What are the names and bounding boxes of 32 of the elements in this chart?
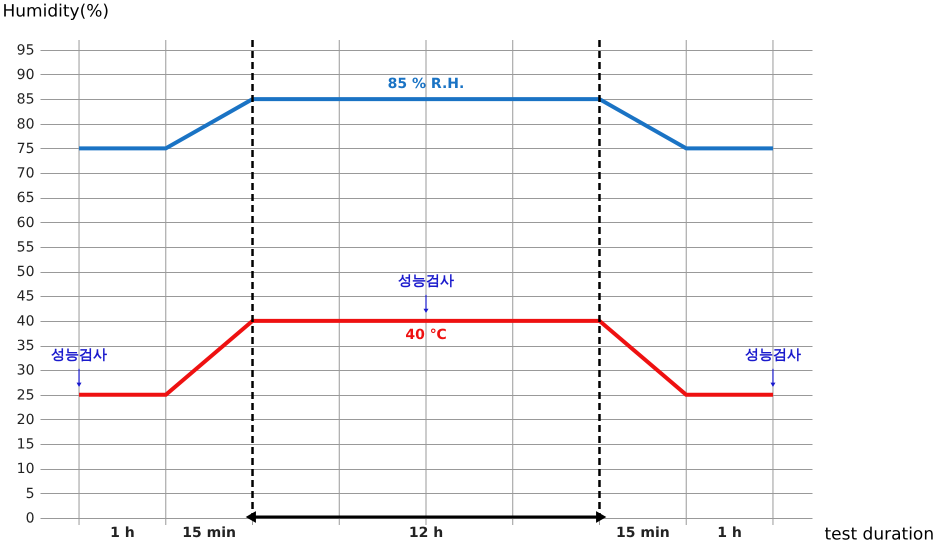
y-tick-label: 65 [16, 190, 34, 206]
x-axis-title: test duration [824, 524, 934, 544]
y-tick-label: 10 [16, 461, 34, 478]
y-tick-label: 40 [16, 313, 34, 330]
series-label: 85 % R.H. [388, 76, 464, 92]
y-tick-label: 15 [16, 436, 34, 453]
y-tick-label: 35 [16, 338, 34, 354]
y-tick-label: 70 [16, 166, 34, 182]
y-tick-label: 25 [16, 387, 34, 404]
data-label: 성능검사 [398, 272, 454, 289]
y-axis-title: Humidity(%) [2, 2, 109, 22]
data-label: 성능검사 [744, 346, 801, 363]
y-tick-label: 90 [16, 66, 34, 83]
y-tick-label: 5 [26, 486, 34, 502]
text: 12 h [408, 525, 444, 541]
y-tick-label: 30 [16, 362, 34, 379]
y-tick-label: 0 [26, 510, 34, 526]
data-label: 성능검사 [51, 346, 108, 363]
y-tick-label: 95 [16, 42, 34, 58]
text: 15 min [616, 525, 670, 541]
text: 1 h [717, 525, 742, 541]
y-tick-label: 20 [16, 412, 34, 428]
text: 15 min [182, 525, 236, 541]
y-tick-label: 50 [16, 264, 34, 280]
y-tick-label: 80 [16, 116, 34, 132]
y-tick-label: 85 [16, 92, 34, 108]
y-tick-label: 75 [16, 140, 34, 157]
text: 1 h [110, 525, 135, 541]
y-tick-label: 55 [16, 239, 34, 256]
series-label: 40 ℃ [405, 326, 447, 343]
y-tick-label: 60 [16, 214, 34, 231]
y-tick-label: 45 [16, 288, 34, 305]
